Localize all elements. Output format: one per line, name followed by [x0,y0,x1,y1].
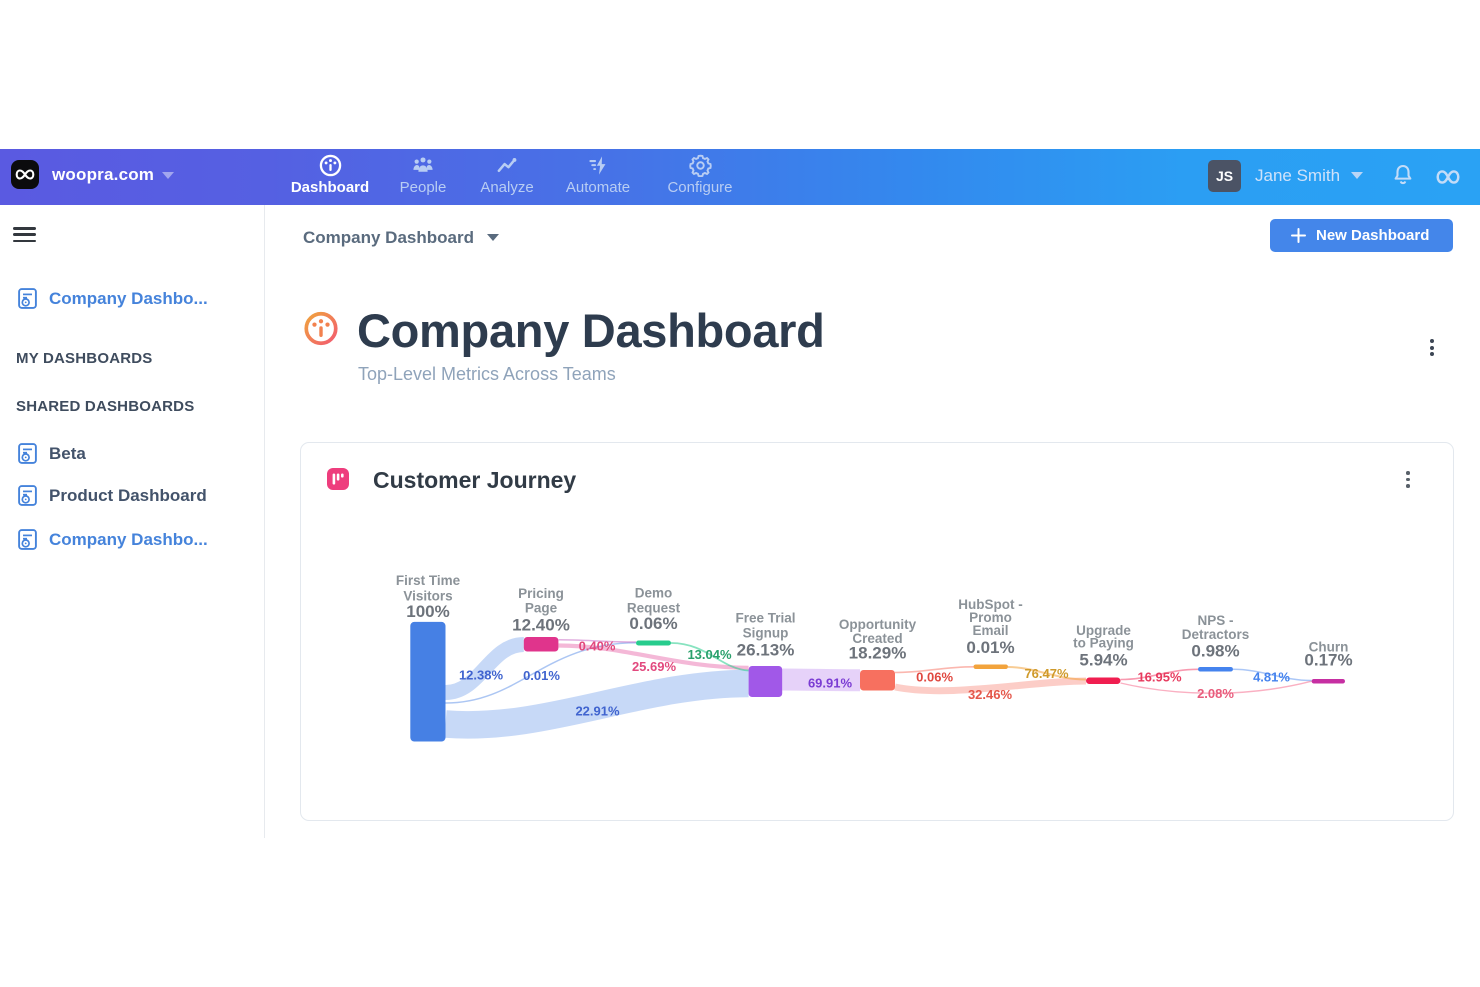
svg-text:0.06%: 0.06% [916,670,953,685]
svg-text:0.40%: 0.40% [579,639,616,654]
svg-text:69.91%: 69.91% [808,676,853,691]
svg-text:2.08%: 2.08% [1197,686,1234,701]
svg-text:Pricing: Pricing [518,586,564,601]
svg-text:Churn: Churn [1309,640,1349,655]
svg-text:12.40%: 12.40% [512,616,570,635]
svg-text:Demo: Demo [635,586,673,601]
svg-text:22.91%: 22.91% [575,704,620,719]
svg-text:Visitors: Visitors [403,589,452,604]
svg-text:Detractors: Detractors [1182,627,1250,642]
svg-text:NPS -: NPS - [1197,613,1233,628]
svg-text:Signup: Signup [743,626,789,641]
svg-text:Opportunity: Opportunity [839,617,917,632]
svg-text:HubSpot -: HubSpot - [958,597,1022,612]
svg-text:12.38%: 12.38% [459,668,504,683]
svg-text:5.94%: 5.94% [1079,651,1127,670]
svg-text:0.98%: 0.98% [1191,642,1239,661]
svg-text:to Paying: to Paying [1073,636,1134,651]
svg-text:Request: Request [627,601,681,616]
svg-text:0.01%: 0.01% [966,638,1014,657]
svg-text:32.46%: 32.46% [968,687,1013,702]
svg-text:16.95%: 16.95% [1137,670,1182,685]
svg-text:Promo: Promo [969,610,1012,625]
svg-text:76.47%: 76.47% [1024,666,1069,681]
svg-text:Page: Page [525,601,558,616]
svg-text:4.81%: 4.81% [1253,670,1290,685]
svg-text:0.17%: 0.17% [1304,651,1352,670]
svg-text:0.01%: 0.01% [523,668,560,683]
svg-text:26.13%: 26.13% [737,641,795,660]
svg-text:18.29%: 18.29% [849,644,907,663]
svg-text:Email: Email [972,623,1008,638]
svg-text:0.06%: 0.06% [629,614,677,633]
svg-text:Created: Created [852,631,902,646]
svg-text:Free Trial: Free Trial [735,611,795,626]
svg-text:Upgrade: Upgrade [1076,623,1131,638]
svg-text:First Time: First Time [396,573,461,588]
svg-text:25.69%: 25.69% [632,659,677,674]
svg-text:13.04%: 13.04% [687,647,732,662]
svg-text:100%: 100% [406,602,449,621]
